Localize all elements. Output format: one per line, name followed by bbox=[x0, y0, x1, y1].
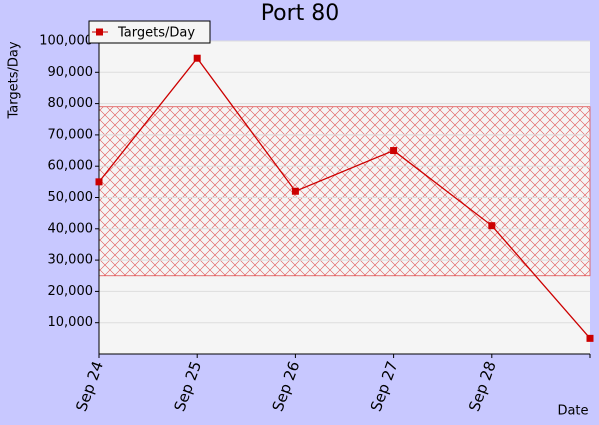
x-tick-label: Sep 26 bbox=[269, 359, 304, 414]
y-tick-label: 80,000 bbox=[48, 96, 94, 111]
legend-marker bbox=[96, 28, 103, 36]
point-marker bbox=[291, 187, 299, 195]
point-marker bbox=[586, 334, 594, 342]
y-tick-label: 100,000 bbox=[39, 34, 93, 49]
point-marker bbox=[488, 222, 496, 230]
point-marker bbox=[95, 178, 103, 186]
chart-title: Port 80 bbox=[261, 1, 340, 26]
y-tick-label: 10,000 bbox=[48, 315, 94, 330]
y-tick-label: 20,000 bbox=[48, 284, 94, 299]
x-tick-label: Sep 28 bbox=[465, 359, 500, 414]
y-tick-label: 60,000 bbox=[48, 159, 94, 174]
point-marker bbox=[193, 54, 201, 62]
y-tick-label: 40,000 bbox=[48, 221, 94, 236]
legend-label: Targets/Day bbox=[117, 26, 195, 41]
x-tick-label: Sep 27 bbox=[367, 359, 402, 414]
series-line bbox=[98, 57, 591, 339]
x-axis-label: Date bbox=[557, 404, 588, 419]
y-axis-label: Targets/Day bbox=[7, 41, 22, 119]
y-tick-label: 50,000 bbox=[48, 190, 94, 205]
point-marker bbox=[390, 147, 398, 155]
legend: Targets/Day bbox=[88, 20, 211, 44]
y-tick-label: 30,000 bbox=[48, 253, 94, 268]
y-tick-label: 70,000 bbox=[48, 127, 94, 142]
y-tick-label: 90,000 bbox=[48, 65, 94, 80]
x-tick-label: Sep 25 bbox=[170, 359, 205, 414]
legend-box bbox=[88, 20, 211, 44]
x-tick-label: Sep 24 bbox=[72, 359, 107, 414]
range-band bbox=[98, 106, 591, 277]
